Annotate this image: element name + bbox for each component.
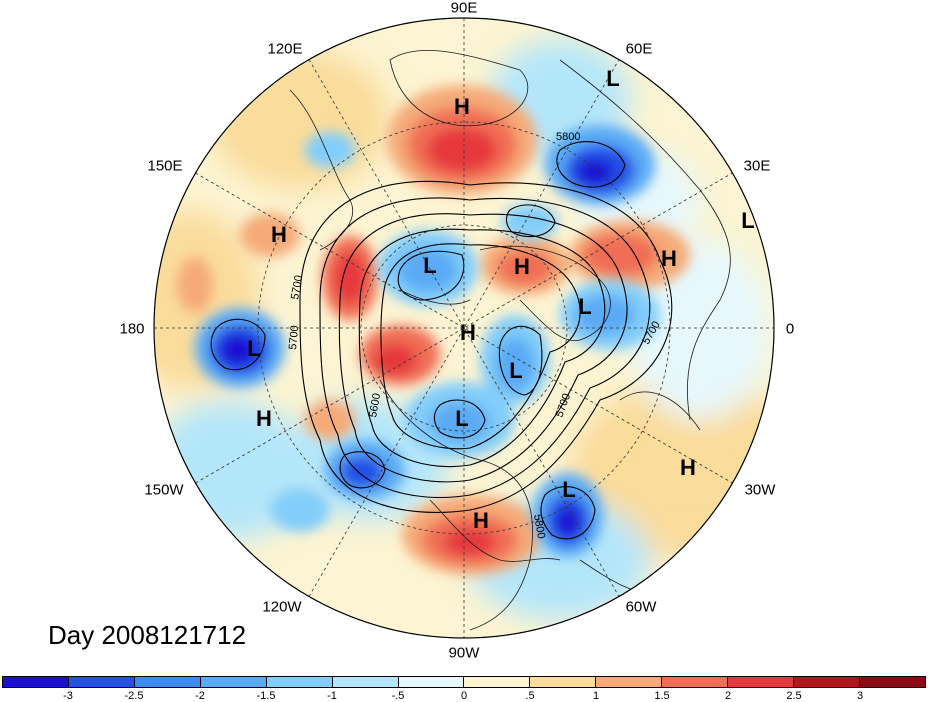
longitude-label-150w: 150W	[144, 481, 184, 499]
colorbar-swatch	[134, 677, 201, 687]
colorbar-swatch	[859, 677, 925, 687]
colorbar-swatch	[794, 677, 860, 687]
colorbar-swatch	[596, 677, 663, 687]
colorbar-swatch	[464, 677, 531, 687]
colorbar-swatch	[332, 677, 399, 687]
low-center-marker: L	[247, 336, 260, 361]
colorbar-swatch	[266, 677, 333, 687]
longitude-label-120w: 120W	[262, 598, 302, 616]
high-center-marker: H	[514, 254, 530, 279]
contour-label: 5800	[556, 131, 580, 143]
high-center-marker: H	[271, 222, 287, 247]
colorbar-swatch	[728, 677, 795, 687]
low-center-marker: L	[562, 477, 575, 502]
colorbar	[2, 676, 926, 688]
longitude-label-120e: 120E	[267, 40, 303, 58]
colorbar-tick-label: 1.5	[654, 690, 670, 702]
height-contours	[210, 141, 673, 540]
colorbar-swatch	[68, 677, 135, 687]
colorbar-tick-label: -2	[195, 690, 205, 702]
longitude-label-90e: 90E	[450, 0, 478, 17]
high-center-marker: H	[454, 94, 470, 119]
colorbar-tick-label: -.5	[391, 690, 405, 702]
low-center-marker: L	[455, 406, 468, 431]
pressure-centers: H L L H H L H L H L L H L H L H	[247, 66, 754, 533]
longitude-label-90w: 90W	[448, 644, 480, 662]
high-center-marker: H	[661, 246, 677, 271]
colorbar-tick-label: -2.5	[124, 690, 144, 702]
longitude-label-60e: 60E	[625, 40, 653, 58]
low-center-marker: L	[606, 66, 619, 91]
day-label: Day 2008121712	[48, 620, 247, 650]
longitude-label-60w: 60W	[625, 598, 657, 616]
longitude-label-180: 180	[119, 320, 145, 338]
high-center-marker: H	[473, 508, 489, 533]
colorbar-tick-label: 0	[460, 690, 468, 702]
colorbar-tick-label: -3	[63, 690, 73, 702]
coastlines	[289, 49, 731, 631]
colorbar-swatch	[662, 677, 729, 687]
colorbar-tick-label: 1	[592, 690, 600, 702]
longitude-label-150e: 150E	[147, 157, 183, 175]
contour-label: 5600	[367, 392, 383, 418]
high-center-marker: H	[680, 455, 696, 480]
map-boundary	[153, 17, 775, 639]
low-center-marker: L	[509, 358, 522, 383]
colorbar-tick-label: 3	[856, 690, 864, 702]
colorbar-swatch	[3, 677, 69, 687]
colorbar-tick-label: -1.5	[256, 690, 276, 702]
high-center-marker: H	[460, 320, 476, 345]
low-center-marker: L	[741, 208, 754, 233]
longitude-label-0: 0	[785, 320, 795, 338]
contour-label: 5700	[287, 325, 301, 350]
contour-label: 5700	[289, 274, 305, 300]
graticule	[154, 18, 774, 638]
low-center-marker: L	[578, 294, 591, 319]
longitude-label-30w: 30W	[744, 481, 776, 499]
colorbar-swatch	[530, 677, 597, 687]
longitude-label-30e: 30E	[743, 157, 771, 175]
colorbar-swatch	[398, 677, 465, 687]
colorbar-tick-label: 2.5	[786, 690, 802, 702]
high-center-marker: H	[256, 406, 272, 431]
colorbar-swatch	[200, 677, 267, 687]
contour-label: 5800	[531, 513, 547, 539]
colorbar-tick-label: .5	[525, 690, 535, 702]
colorbar-tick-label: -1	[327, 690, 337, 702]
colorbar-tick-label: 2	[724, 690, 732, 702]
low-center-marker: L	[423, 253, 436, 278]
